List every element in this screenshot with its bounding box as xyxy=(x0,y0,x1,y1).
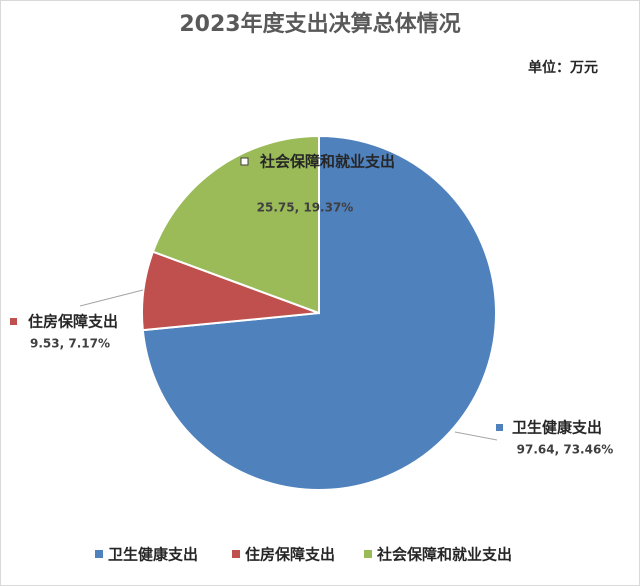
data-label-value: 9.53, 7.17% xyxy=(30,337,110,351)
legend-swatch xyxy=(232,550,240,558)
label-marker xyxy=(10,318,17,325)
legend-label: 社会保障和就业支出 xyxy=(376,546,512,564)
leader-line xyxy=(79,289,144,307)
data-label-name: 卫生健康支出 xyxy=(512,419,602,437)
data-label-name: 社会保障和就业支出 xyxy=(259,153,395,171)
unit-label: 单位：万元 xyxy=(528,59,598,76)
label-marker xyxy=(240,157,249,166)
legend-swatch xyxy=(95,550,103,558)
data-label-value: 97.64, 73.46% xyxy=(517,443,614,457)
legend-swatch xyxy=(364,550,372,558)
data-label-value: 25.75, 19.37% xyxy=(257,201,354,215)
chart-title: 2023年度支出决算总体情况 xyxy=(179,11,460,37)
data-label-name: 住房保障支出 xyxy=(28,313,118,331)
legend-label: 卫生健康支出 xyxy=(108,546,198,564)
leader-line xyxy=(454,431,498,441)
pie-slice xyxy=(151,134,320,315)
legend-label: 住房保障支出 xyxy=(245,546,335,564)
label-marker xyxy=(496,424,503,431)
